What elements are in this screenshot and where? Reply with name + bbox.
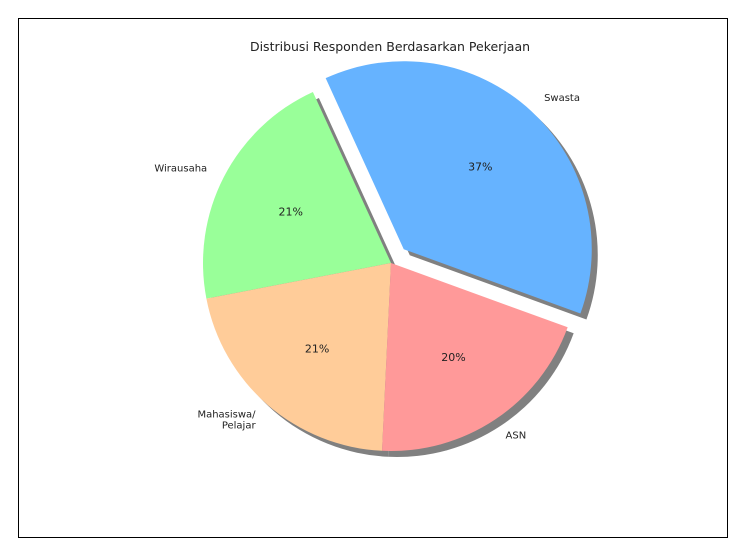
pie-slice-asn [382,263,568,452]
slice-percent-mahasiswa: 21% [305,342,329,355]
slice-label-wirausaha: Wirausaha [154,164,207,175]
slice-label-swasta: Swasta [544,93,580,104]
slice-percent-wirausaha: 21% [279,205,303,218]
slice-percent-asn: 20% [441,351,465,364]
slice-label-asn: ASN [506,431,527,442]
pie-slice-mahasiswa [206,263,391,451]
slice-layer [203,61,592,452]
label-layer: Swasta 37% Wirausaha 21% Mahasiswa/Pelajar 21… [154,93,580,442]
slice-label-mahasiswa: Mahasiswa/Pelajar [197,409,256,431]
pie-slice-swasta [325,61,592,314]
slice-percent-swasta: 37% [468,160,492,173]
pie-slice-wirausaha [203,91,391,299]
chart-title: Distribusi Responden Berdasarkan Pekerja… [250,39,530,54]
